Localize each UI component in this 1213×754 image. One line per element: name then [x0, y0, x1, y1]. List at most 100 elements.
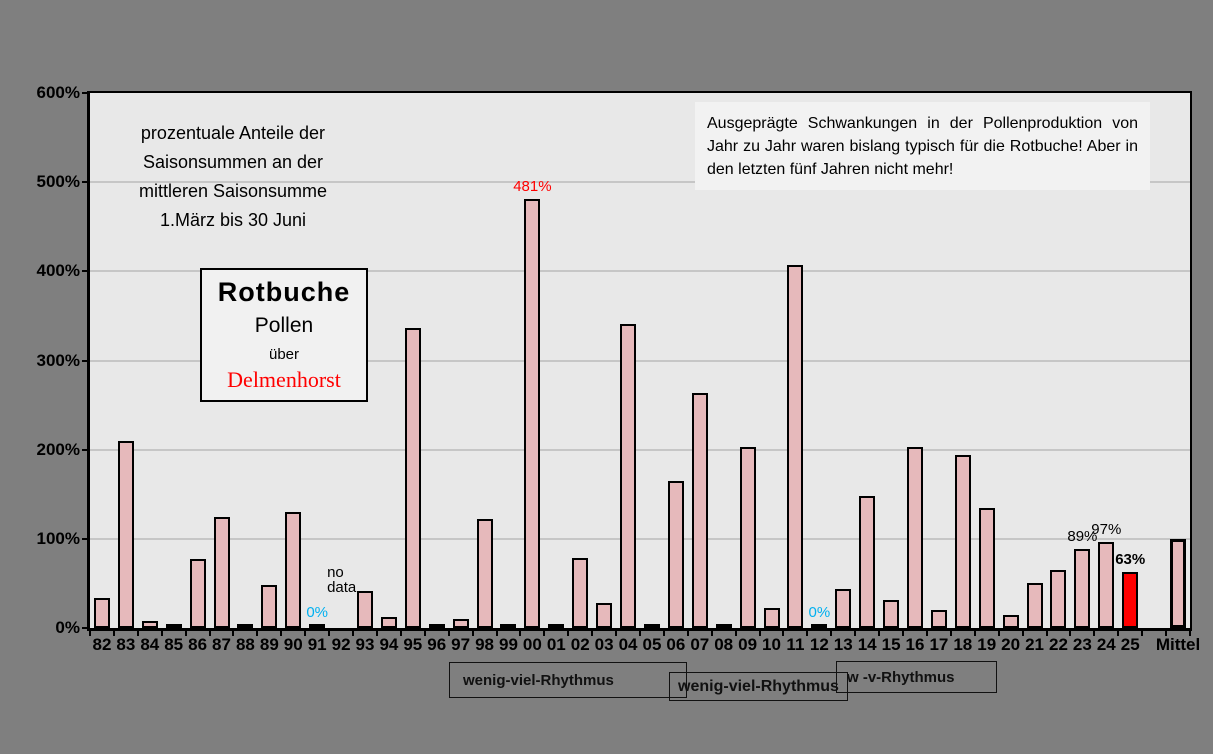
bar-13 [835, 589, 852, 628]
x-axis-label-18: 18 [953, 635, 973, 654]
y-axis-tick [82, 181, 90, 184]
bar-12 [811, 624, 828, 628]
x-axis-tick [1165, 631, 1168, 636]
x-axis-tick [256, 631, 259, 636]
note-text: Ausgeprägte Schwankungen in der Pollenpr… [707, 115, 1138, 178]
x-axis-label-22: 22 [1049, 635, 1068, 654]
x-axis-label-09: 09 [738, 635, 758, 654]
bar-97 [452, 619, 469, 628]
x-axis-tick [471, 631, 474, 636]
plot-top-border [87, 91, 1192, 93]
x-axis-tick [328, 631, 331, 636]
value-label-92: no data [327, 564, 357, 596]
x-axis-label-01: 01 [546, 635, 566, 654]
rhythm-box-2: wenig-viel-Rhythmus [669, 672, 848, 701]
x-axis-label-03: 03 [594, 635, 614, 654]
x-axis-label-86: 86 [188, 635, 208, 654]
preposition-label: über [268, 346, 300, 363]
x-axis-label-25: 25 [1120, 635, 1140, 654]
x-axis-label-13: 13 [833, 635, 853, 654]
rhythm-box-3: w -v-Rhythmus [836, 661, 997, 693]
x-axis-tick [1117, 631, 1120, 636]
rhythm-label: wenig-viel-Rhythmus [463, 671, 614, 689]
bar-08 [715, 624, 732, 628]
y-axis-tick [82, 92, 90, 94]
x-axis-tick [758, 631, 761, 636]
x-axis-tick [686, 631, 689, 636]
bar-17 [930, 610, 947, 628]
bar-94 [380, 617, 397, 628]
x-axis-tick [208, 631, 211, 636]
bar-01 [548, 624, 565, 628]
x-axis-label-92: 92 [331, 635, 351, 654]
x-axis-label-21: 21 [1025, 635, 1045, 654]
bar-00 [524, 199, 541, 628]
bar-20 [1002, 615, 1019, 628]
x-axis-label-Mittel: Mittel [1155, 635, 1201, 654]
x-axis-tick [184, 631, 187, 636]
x-axis-tick [567, 631, 570, 636]
bar-09 [739, 447, 756, 628]
x-axis-tick [543, 631, 546, 636]
x-axis-tick [399, 631, 402, 636]
x-axis-tick [782, 631, 785, 636]
bar-10 [763, 608, 780, 628]
x-axis-tick [136, 631, 139, 636]
x-axis-label-11: 11 [786, 635, 805, 654]
x-axis-label-98: 98 [475, 635, 495, 654]
bar-22 [1050, 570, 1067, 628]
x-axis-tick [878, 631, 881, 636]
bar-18 [954, 455, 971, 628]
x-axis-label-20: 20 [1001, 635, 1021, 654]
bar-93 [357, 591, 373, 628]
x-axis-label-16: 16 [905, 635, 925, 654]
x-axis-label-19: 19 [977, 635, 997, 654]
x-axis-label-93: 93 [355, 635, 375, 654]
y-axis-tick [82, 270, 90, 273]
bar-15 [883, 600, 900, 628]
x-axis-label-00: 00 [522, 635, 542, 654]
x-axis-label-85: 85 [164, 635, 184, 654]
plot-right-border [1190, 91, 1192, 631]
x-axis-tick [375, 631, 378, 636]
x-axis-label-15: 15 [881, 635, 901, 654]
gridline-300 [90, 359, 1190, 362]
bar-95 [404, 328, 421, 628]
x-axis-label-02: 02 [570, 635, 590, 654]
gridline-100 [90, 537, 1190, 540]
x-axis-label-95: 95 [403, 635, 423, 654]
value-label-25: 63% [1115, 550, 1146, 568]
x-axis-tick [1189, 631, 1191, 636]
description-line: mittleren Saisonsumme [138, 181, 328, 201]
bar-86 [189, 559, 206, 628]
note-box: Ausgeprägte Schwankungen in der Pollenpr… [695, 102, 1150, 190]
x-axis-label-14: 14 [857, 635, 877, 654]
subject-label: Pollen [254, 314, 314, 337]
value-label-23: 89% [1067, 527, 1098, 545]
description-line: Saisonsummen an der [142, 152, 324, 172]
location-label: Delmenhorst [227, 367, 341, 392]
x-axis-label-24: 24 [1096, 635, 1116, 654]
bar-14 [859, 496, 876, 628]
x-axis-label-04: 04 [618, 635, 638, 654]
y-axis-label: 400% [36, 261, 80, 281]
x-axis-tick [423, 631, 426, 636]
bar-Mittel [1170, 539, 1187, 628]
gridline-500 [90, 181, 1190, 184]
bar-03 [596, 603, 613, 628]
bar-88 [237, 624, 254, 628]
bar-84 [141, 621, 158, 628]
x-axis-tick [1069, 631, 1072, 636]
bar-23 [1074, 549, 1091, 628]
x-axis-label-82: 82 [92, 635, 112, 654]
gridline-400 [90, 270, 1190, 273]
x-axis-tick [1093, 631, 1096, 636]
x-axis-label-96: 96 [427, 635, 447, 654]
x-axis-tick [806, 631, 809, 636]
bar-25 [1122, 572, 1139, 628]
x-axis-tick [160, 631, 163, 636]
bar-98 [476, 519, 493, 628]
x-axis-tick [232, 631, 235, 636]
x-axis-label-91: 91 [307, 635, 327, 654]
